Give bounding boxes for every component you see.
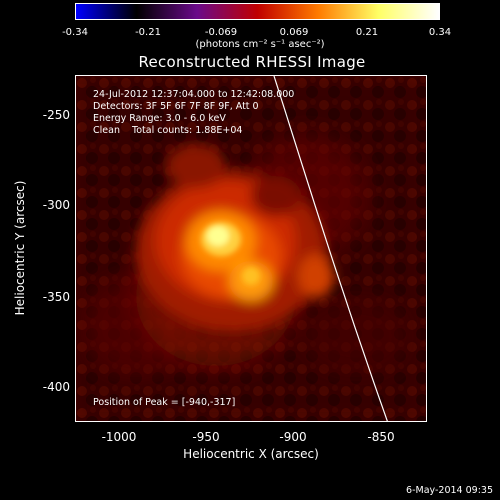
colorbar-tick-label: 0.21: [355, 27, 379, 38]
date-stamp: 6-May-2014 09:35: [406, 485, 493, 496]
image-title: Reconstructed RHESSI Image: [138, 53, 366, 71]
colorbar-tick-label: -0.21: [135, 27, 161, 38]
info-time-range: 24-Jul-2012 12:37:04.000 to 12:42:08.000: [93, 89, 295, 100]
limb-curve: [273, 76, 388, 421]
peak-position: Position of Peak = [-940,-317]: [93, 397, 236, 408]
info-clean: Clean Total counts: 1.88E+04: [93, 125, 243, 136]
rhessi-image-panel: [75, 75, 427, 422]
colorbar: [75, 3, 440, 20]
y-tick-label: -300: [42, 198, 70, 212]
x-tick-label: -950: [192, 430, 220, 444]
rhessi-image: [76, 76, 426, 421]
y-tick-label: -350: [42, 290, 70, 304]
y-tick-label: -250: [42, 108, 70, 122]
x-axis-label: Heliocentric X (arcsec): [183, 447, 319, 461]
info-energy: Energy Range: 3.0 - 6.0 keV: [93, 113, 226, 124]
y-tick-label: -400: [42, 380, 70, 394]
y-axis-label: Heliocentric Y (arcsec): [13, 180, 27, 316]
colorbar-tick-label: 0.34: [428, 27, 452, 38]
colorbar-tick-label: 0.069: [279, 27, 309, 38]
colorbar-tick-label: -0.069: [204, 27, 238, 38]
x-tick-label: -900: [279, 430, 307, 444]
x-tick-label: -1000: [101, 430, 137, 444]
x-tick-label: -850: [367, 430, 395, 444]
colorbar-tick-label: -0.34: [62, 27, 88, 38]
info-detectors: Detectors: 3F 5F 6F 7F 8F 9F, Att 0: [93, 101, 259, 112]
colorbar-units: (photons cm⁻² s⁻¹ asec⁻²): [195, 39, 325, 50]
